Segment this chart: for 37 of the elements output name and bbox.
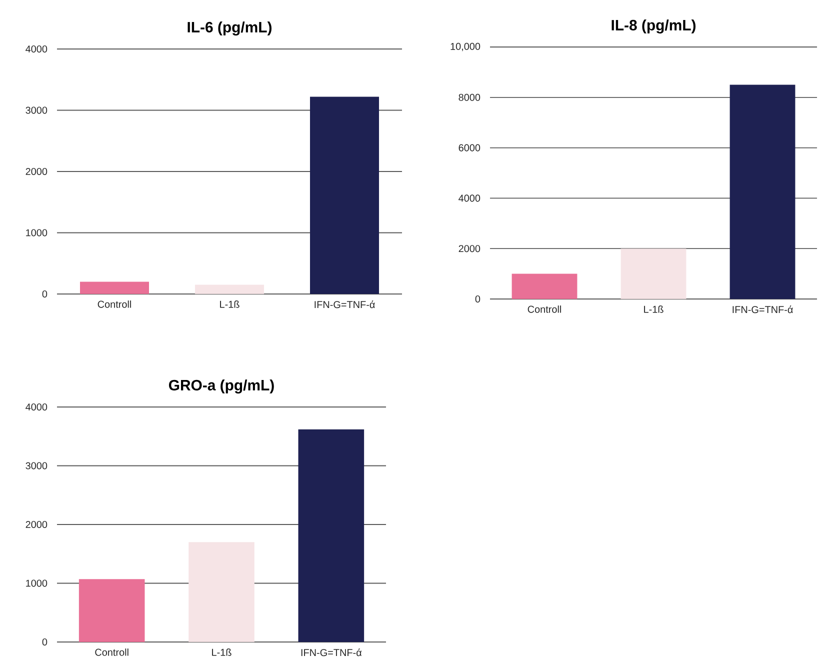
x-tick-label: L-1ß: [644, 306, 664, 313]
chart-title: IL-8 (pg/mL): [612, 20, 696, 34]
x-tick-label: IFN-G=TNF-ά: [732, 306, 793, 314]
bar: [78, 579, 145, 642]
x-tick-label: IFN-G=TNF-ά: [314, 300, 375, 308]
bar: [298, 429, 364, 642]
y-tick-label: 3000: [26, 462, 48, 470]
y-tick-label: 1000: [26, 580, 48, 587]
bar: [80, 282, 149, 294]
y-tick-label: 2000: [458, 245, 480, 252]
bar: [188, 542, 254, 642]
y-tick-label: 2000: [26, 520, 48, 528]
y-tick-label: 8000: [458, 94, 480, 101]
y-tick-label: 10,000: [450, 42, 480, 52]
bar: [310, 96, 380, 294]
y-tick-label: 4000: [26, 45, 48, 53]
y-tick-label: 6000: [458, 144, 480, 152]
bar: [730, 84, 796, 299]
bar: [195, 284, 264, 294]
x-tick-label: IFN-G=TNF-ά: [301, 648, 362, 656]
x-tick-label: Controll: [528, 306, 561, 313]
chart-title: GRO-a (pg/mL): [168, 380, 274, 394]
x-tick-label: L-1ß: [212, 648, 232, 656]
x-tick-label: Controll: [95, 648, 128, 656]
y-tick-label: 4000: [458, 194, 480, 202]
y-tick-label: 2000: [26, 168, 48, 176]
bar: [512, 274, 578, 299]
y-tick-label: 4000: [26, 403, 48, 411]
y-tick-label: 0: [42, 638, 48, 646]
bar: [620, 248, 686, 299]
y-tick-label: 0: [475, 295, 480, 303]
x-tick-label: L-1ß: [220, 300, 240, 308]
chart-title: IL-6 (pg/mL): [188, 22, 272, 36]
y-tick-label: 3000: [26, 106, 48, 114]
y-tick-label: 1000: [26, 229, 48, 236]
x-tick-label: Controll: [98, 300, 131, 308]
y-tick-label: 0: [42, 290, 48, 298]
